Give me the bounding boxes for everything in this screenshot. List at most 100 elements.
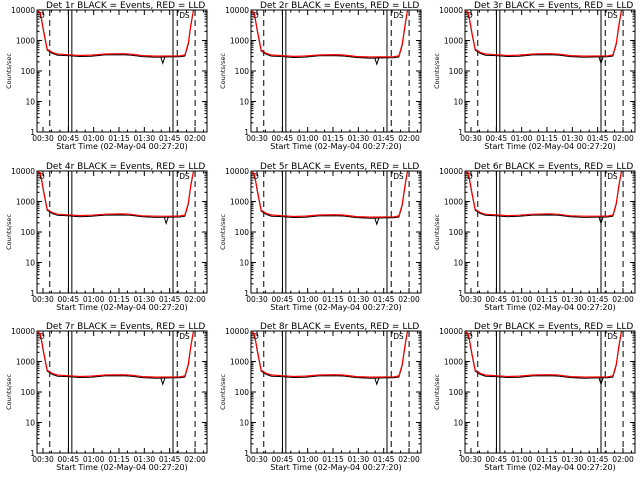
x-tick-label: 01:15 bbox=[322, 455, 344, 464]
x-tick-label: 02:00 bbox=[612, 295, 634, 304]
x-axis-label: Start Time (02-May-04 00:27:20) bbox=[484, 463, 615, 472]
x-tick-label: 01:30 bbox=[348, 295, 370, 304]
x-tick-label: 01:00 bbox=[511, 455, 533, 464]
y-tick-label: 100 bbox=[235, 228, 250, 237]
x-axis-label: Start Time (02-May-04 00:27:20) bbox=[270, 463, 401, 472]
events-line bbox=[36, 10, 194, 58]
marker-label: S bbox=[399, 172, 404, 181]
y-tick-label: 1000 bbox=[16, 37, 35, 46]
x-tick-label: 01:30 bbox=[348, 134, 370, 143]
marker-label: D bbox=[607, 11, 613, 20]
plot-frame bbox=[464, 330, 636, 454]
x-tick-label: 01:00 bbox=[511, 134, 533, 143]
y-axis-label: Counts/sec bbox=[219, 53, 227, 89]
x-tick-label: 01:45 bbox=[373, 134, 395, 143]
x-tick-label: 00:30 bbox=[32, 455, 54, 464]
marker-label: D bbox=[179, 172, 185, 181]
lld-line bbox=[464, 331, 622, 378]
x-tick-label: 01:00 bbox=[297, 295, 319, 304]
marker-label: S bbox=[185, 332, 190, 341]
panel-3r: Det 3r BLACK = Events, RED = LLD 1 10 100 10… bbox=[433, 1, 636, 151]
y-tick-label: 100 bbox=[21, 228, 36, 237]
marker-label: D bbox=[253, 172, 259, 181]
x-tick-label: 02:00 bbox=[398, 295, 420, 304]
panel-2r: Det 2r BLACK = Events, RED = LLD 1 10 100 10… bbox=[219, 1, 422, 151]
x-tick-label: 01:30 bbox=[134, 295, 156, 304]
marker-label: S bbox=[185, 11, 190, 20]
x-tick-label: 00:45 bbox=[58, 134, 80, 143]
y-axis-label: Counts/sec bbox=[433, 374, 441, 410]
x-tick-label: 02:00 bbox=[612, 134, 634, 143]
x-tick-label: 01:45 bbox=[373, 295, 395, 304]
y-tick-label: 10000 bbox=[11, 327, 35, 336]
x-tick-label: 01:30 bbox=[562, 295, 584, 304]
y-axis-label: Counts/sec bbox=[219, 214, 227, 250]
y-tick-label: 10 bbox=[25, 419, 35, 428]
events-line bbox=[464, 171, 622, 218]
y-tick-label: 1 bbox=[30, 449, 35, 458]
panel-title: Det 8r BLACK = Events, RED = LLD bbox=[260, 322, 419, 332]
lld-line bbox=[36, 171, 194, 217]
panel-title: Det 3r BLACK = Events, RED = LLD bbox=[474, 1, 633, 11]
x-tick-label: 01:15 bbox=[322, 134, 344, 143]
lld-line bbox=[464, 171, 622, 217]
panel-title: Det 7r BLACK = Events, RED = LLD bbox=[46, 322, 205, 332]
lld-line bbox=[250, 171, 408, 218]
y-tick-label: 100 bbox=[235, 67, 250, 76]
plot-frame bbox=[36, 9, 208, 133]
marker-label: D bbox=[607, 172, 613, 181]
x-tick-label: 01:30 bbox=[562, 134, 584, 143]
x-tick-label: 01:45 bbox=[159, 134, 181, 143]
marker-label: S bbox=[399, 332, 404, 341]
plot-frame bbox=[464, 170, 636, 294]
y-tick-label: 10 bbox=[453, 259, 463, 268]
events-line bbox=[250, 171, 408, 219]
y-tick-label: 1 bbox=[244, 289, 249, 298]
panel-4r: Det 4r BLACK = Events, RED = LLD 1 10 100 10… bbox=[5, 162, 208, 312]
x-axis-label: Start Time (02-May-04 00:27:20) bbox=[270, 303, 401, 312]
plot-frame bbox=[250, 170, 422, 294]
x-axis-label: Start Time (02-May-04 00:27:20) bbox=[484, 142, 615, 151]
y-tick-label: 1000 bbox=[230, 198, 249, 207]
x-tick-label: 01:15 bbox=[108, 455, 130, 464]
events-dip bbox=[598, 217, 604, 225]
y-tick-label: 10 bbox=[239, 259, 249, 268]
y-tick-label: 10 bbox=[25, 98, 35, 107]
panel-title: Det 2r BLACK = Events, RED = LLD bbox=[260, 1, 419, 11]
x-tick-label: 01:00 bbox=[297, 134, 319, 143]
events-dip bbox=[374, 217, 380, 226]
events-dip bbox=[374, 377, 380, 386]
marker-label: S bbox=[399, 11, 404, 20]
marker-label: D bbox=[393, 11, 399, 20]
x-tick-label: 01:00 bbox=[83, 295, 105, 304]
x-tick-label: 01:45 bbox=[587, 455, 609, 464]
x-tick-label: 02:00 bbox=[398, 134, 420, 143]
x-tick-label: 01:00 bbox=[297, 455, 319, 464]
x-tick-label: 00:45 bbox=[272, 455, 294, 464]
marker-label: S bbox=[185, 172, 190, 181]
x-tick-label: 02:00 bbox=[184, 295, 206, 304]
events-line bbox=[36, 331, 194, 379]
y-tick-label: 1 bbox=[458, 289, 463, 298]
y-tick-label: 1 bbox=[30, 289, 35, 298]
y-tick-label: 10000 bbox=[225, 6, 249, 15]
events-line bbox=[250, 331, 408, 379]
x-tick-label: 00:45 bbox=[272, 134, 294, 143]
x-tick-label: 01:00 bbox=[83, 134, 105, 143]
marker-label: D bbox=[39, 11, 45, 20]
y-tick-label: 1000 bbox=[16, 358, 35, 367]
plot-frame bbox=[250, 9, 422, 133]
y-tick-label: 100 bbox=[449, 388, 464, 397]
events-line bbox=[464, 331, 622, 379]
x-tick-label: 01:15 bbox=[536, 134, 558, 143]
x-tick-label: 01:45 bbox=[587, 134, 609, 143]
y-tick-label: 10000 bbox=[11, 6, 35, 15]
x-tick-label: 00:45 bbox=[486, 455, 508, 464]
y-axis-label: Counts/sec bbox=[433, 53, 441, 89]
x-tick-label: 01:15 bbox=[536, 295, 558, 304]
lld-line bbox=[250, 10, 408, 58]
marker-label: S bbox=[613, 172, 618, 181]
y-tick-label: 1000 bbox=[16, 198, 35, 207]
x-tick-label: 01:30 bbox=[562, 455, 584, 464]
